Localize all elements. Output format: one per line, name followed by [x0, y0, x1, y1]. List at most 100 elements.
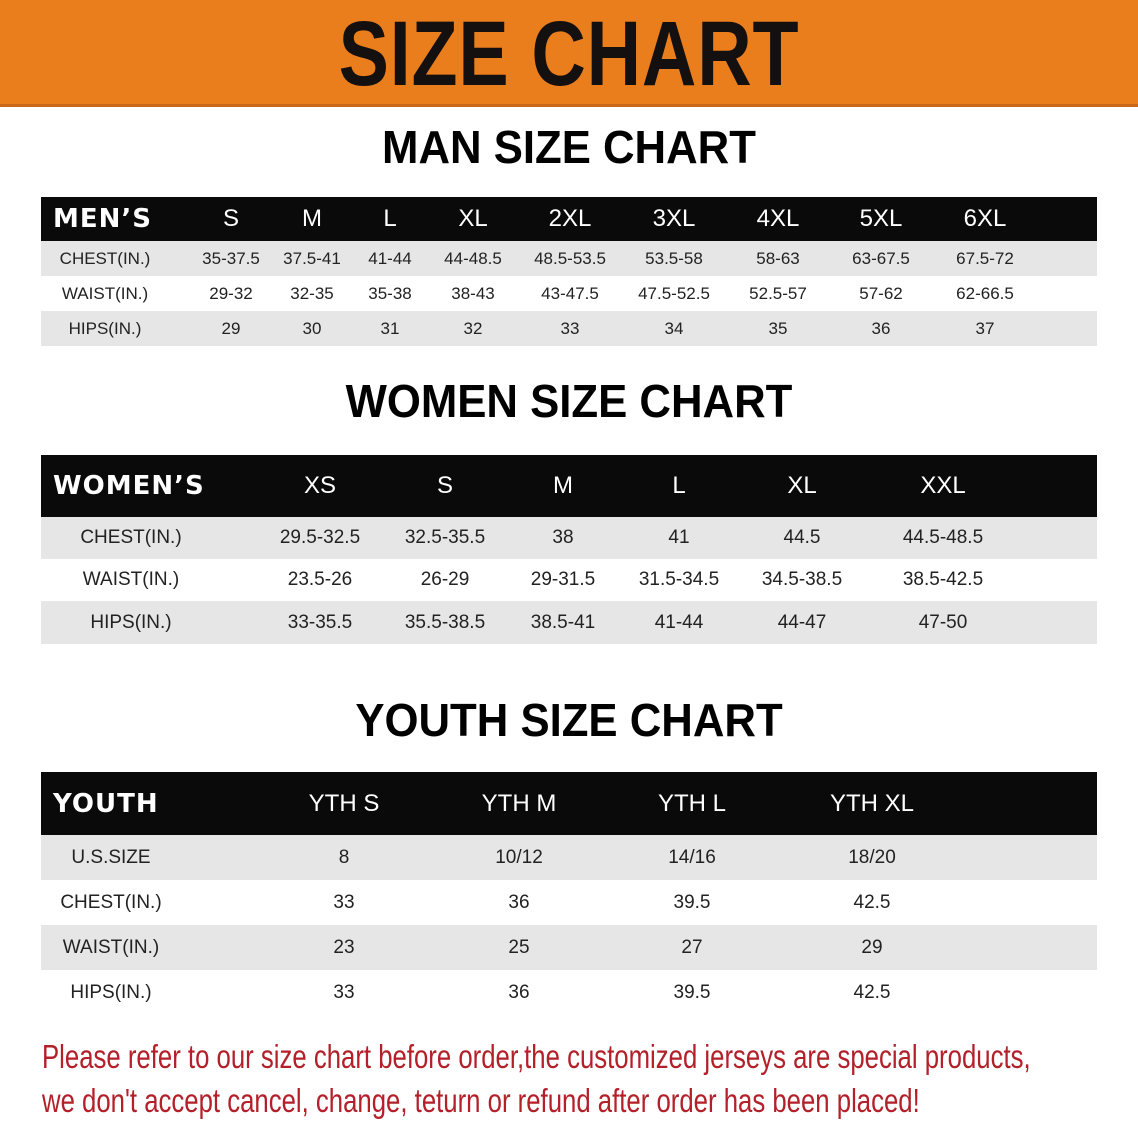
- men-size-table: MEN’S S M L XL 2XL 3XL 4XL 5XL 6XL CHEST(IN.) 35-37…: [41, 197, 1097, 346]
- banner: SIZE CHART: [0, 0, 1138, 107]
- row-label: HIPS(IN.): [90, 611, 172, 633]
- table-row: CHEST(IN.) 29.5-32.5 32.5-35.5 38 41 44.5 44.5…: [41, 517, 1097, 559]
- size-header-cell: 3XL: [652, 205, 696, 232]
- table-cell: 32.5-35.5: [404, 527, 486, 548]
- row-label: CHEST(IN.): [59, 248, 151, 268]
- table-cell: 41-44: [368, 248, 412, 268]
- table-cell: 34.5-38.5: [761, 569, 843, 590]
- size-header-cell: M: [302, 205, 322, 232]
- table-title-cell: MEN’S: [53, 204, 152, 234]
- table-cell: 29-31.5: [530, 569, 596, 590]
- table-row: WAIST(IN.) 23.5-26 26-29 29-31.5 31.5-34.5 34…: [41, 559, 1097, 601]
- row-label: CHEST(IN.): [80, 527, 182, 548]
- banner-title: SIZE CHART: [338, 3, 800, 105]
- table-row: HIPS(IN.) 29 30 31 32 33 34 35 36 37: [41, 311, 1097, 346]
- table-cell: 37: [975, 318, 995, 338]
- youth-size-table: YOUTH YTH S YTH M YTH L YTH XL U.S.SIZE 8 10/12…: [41, 772, 1097, 1015]
- table-cell: 34: [664, 318, 684, 338]
- table-cell: 23.5-26: [287, 569, 353, 590]
- table-cell: 37.5-41: [283, 248, 341, 268]
- table-cell: 29-32: [209, 283, 253, 303]
- notice-line-2: we don't accept cancel, change, teturn o…: [42, 1082, 920, 1119]
- table-cell: 33: [560, 318, 580, 338]
- men-header-row: MEN’S S M L XL 2XL 3XL 4XL 5XL 6XL: [41, 197, 1097, 241]
- row-label: HIPS(IN.): [68, 318, 142, 338]
- table-cell: 38-43: [451, 283, 495, 303]
- table-cell: 32-35: [290, 283, 334, 303]
- table-cell: 39.5: [673, 981, 711, 1003]
- table-cell: 67.5-72: [956, 248, 1014, 268]
- table-cell: 35.5-38.5: [404, 611, 486, 633]
- table-cell: 23: [333, 936, 355, 958]
- table-row: WAIST(IN.) 23 25 27 29: [41, 925, 1097, 970]
- youth-header-row: YOUTH YTH S YTH M YTH L YTH XL: [41, 772, 1097, 835]
- size-header-cell: 4XL: [756, 205, 800, 232]
- size-header-cell: XL: [787, 472, 817, 499]
- table-cell: 38: [552, 527, 574, 548]
- table-cell: 58-63: [756, 248, 800, 268]
- size-header-cell: S: [436, 472, 454, 499]
- table-cell: 47.5-52.5: [638, 283, 710, 303]
- size-header-cell: M: [553, 472, 573, 499]
- table-title-cell: YOUTH: [53, 788, 159, 819]
- table-cell: 35: [768, 318, 788, 338]
- table-row: CHEST(IN.) 35-37.5 37.5-41 41-44 44-48.5 48.5…: [41, 241, 1097, 276]
- size-header-cell: L: [672, 472, 686, 499]
- table-cell: 44.5: [783, 527, 821, 548]
- table-cell: 44-48.5: [444, 248, 502, 268]
- size-header-cell: XXL: [920, 472, 966, 499]
- table-cell: 26-29: [420, 569, 470, 590]
- table-cell: 33-35.5: [287, 611, 353, 633]
- size-header-cell: XS: [303, 472, 337, 499]
- row-label: WAIST(IN.): [82, 569, 180, 590]
- table-cell: 35-38: [368, 283, 412, 303]
- women-size-table: WOMEN’S XS S M L XL XXL CHEST(IN.) 29.5-32.5 32.5…: [41, 455, 1097, 644]
- row-label: HIPS(IN.): [70, 981, 152, 1003]
- table-cell: 29: [861, 936, 883, 958]
- table-title-cell: WOMEN’S: [53, 471, 205, 501]
- table-cell: 25: [508, 936, 530, 958]
- table-cell: 44.5-48.5: [902, 527, 984, 548]
- table-cell: 38.5-42.5: [902, 569, 984, 590]
- table-cell: 47-50: [918, 611, 968, 633]
- table-row: CHEST(IN.) 33 36 39.5 42.5: [41, 880, 1097, 925]
- size-header-cell: YTH XL: [829, 789, 915, 817]
- table-cell: 48.5-53.5: [534, 248, 606, 268]
- youth-section-title: YOUTH SIZE CHART: [355, 694, 783, 746]
- table-cell: 62-66.5: [956, 283, 1014, 303]
- table-cell: 8: [338, 846, 350, 868]
- size-header-cell: S: [222, 205, 240, 232]
- size-header-cell: 2XL: [548, 205, 592, 232]
- row-label: WAIST(IN.): [62, 936, 160, 958]
- size-header-cell: 5XL: [859, 205, 903, 232]
- table-cell: 30: [302, 318, 322, 338]
- table-cell: 42.5: [853, 891, 891, 913]
- table-cell: 31: [380, 318, 400, 338]
- size-header-cell: XL: [458, 205, 488, 232]
- row-label: CHEST(IN.): [60, 891, 162, 913]
- table-cell: 36: [871, 318, 891, 338]
- size-header-cell: YTH S: [308, 789, 380, 817]
- women-header-row: WOMEN’S XS S M L XL XXL: [41, 455, 1097, 517]
- table-cell: 38.5-41: [530, 611, 596, 633]
- table-cell: 31.5-34.5: [638, 569, 720, 590]
- table-cell: 63-67.5: [852, 248, 910, 268]
- table-cell: 32: [463, 318, 483, 338]
- row-label: WAIST(IN.): [61, 283, 149, 303]
- men-section-title: MAN SIZE CHART: [382, 121, 756, 173]
- size-header-cell: L: [383, 205, 397, 232]
- table-cell: 18/20: [848, 846, 896, 868]
- table-cell: 14/16: [668, 846, 716, 868]
- table-cell: 52.5-57: [749, 283, 807, 303]
- table-row: HIPS(IN.) 33 36 39.5 42.5: [41, 970, 1097, 1015]
- table-row: U.S.SIZE 8 10/12 14/16 18/20: [41, 835, 1097, 880]
- table-row: WAIST(IN.) 29-32 32-35 35-38 38-43 43-47.5 47.…: [41, 276, 1097, 311]
- table-cell: 43-47.5: [541, 283, 599, 303]
- table-cell: 42.5: [853, 981, 891, 1003]
- table-cell: 41: [668, 527, 690, 548]
- size-header-cell: 6XL: [963, 205, 1007, 232]
- table-cell: 53.5-58: [645, 248, 703, 268]
- table-cell: 36: [508, 981, 530, 1003]
- table-cell: 36: [508, 891, 530, 913]
- table-cell: 33: [333, 981, 355, 1003]
